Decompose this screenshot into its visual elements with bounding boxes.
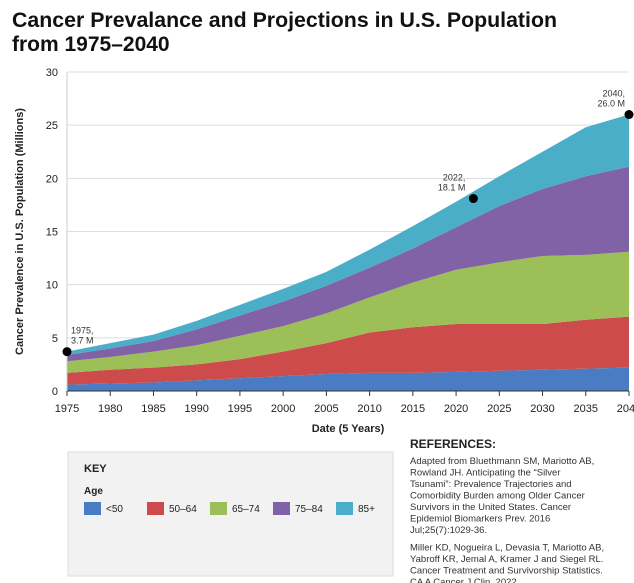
legend-swatch (273, 502, 290, 515)
reference-line: Rowland JH. Anticipating the “Silver (410, 468, 561, 479)
y-tick-label: 20 (46, 173, 58, 185)
annotation-label: 26.0 M (597, 99, 625, 109)
x-tick-label: 1995 (228, 403, 252, 415)
y-tick-label: 0 (52, 386, 58, 398)
y-tick-label: 30 (46, 67, 58, 79)
reference-line: Survivors in the United States. Cancer (410, 502, 571, 513)
annotation-point (468, 194, 478, 204)
area (67, 166, 629, 362)
x-axis-label: Date (5 Years) (312, 423, 385, 435)
reference-line: Adapted from Bluethmann SM, Mariotto AB, (410, 456, 594, 467)
annotation-point (62, 347, 72, 357)
x-tick-label: 1990 (184, 403, 208, 415)
x-tick-label: 2010 (357, 403, 381, 415)
legend-swatch (84, 502, 101, 515)
legend-swatch (336, 502, 353, 515)
reference-line: Comorbidity Burden among Older Cancer (410, 491, 585, 502)
x-tick-label: 2020 (444, 403, 468, 415)
annotation-label: 18.1 M (438, 183, 466, 193)
annotation-point (624, 110, 634, 120)
reference-line: Epidemiol Biomarkers Prev. 2016 (410, 514, 550, 525)
annotation-label: 1975, (71, 326, 94, 336)
reference-line: Tsunami”: Prevalence Trajectories and (410, 479, 572, 490)
area (67, 251, 629, 373)
x-tick-label: 2030 (530, 403, 554, 415)
reference-line: Yabroff KR, Jemal A, Kramer J and Siegel… (410, 554, 603, 565)
legend-swatch (147, 502, 164, 515)
legend-label: 75–84 (295, 504, 323, 515)
x-tick-label: 2025 (487, 403, 511, 415)
legend-label: 65–74 (232, 504, 260, 515)
y-tick-label: 25 (46, 120, 58, 132)
y-tick-label: 5 (52, 333, 58, 345)
y-axis-label: Cancer Prevalence in U.S. Population (Mi… (14, 108, 26, 355)
legend-label: <50 (106, 504, 123, 515)
annotation-label: 2022, (443, 173, 466, 183)
reference-line: Miller KD, Nogueira L, Devasia T, Mariot… (410, 543, 604, 554)
x-tick-label: 2000 (271, 403, 295, 415)
y-tick-label: 15 (46, 227, 58, 239)
area (67, 114, 629, 355)
annotation-label: 2040, (602, 89, 625, 99)
x-tick-label: 2035 (574, 403, 598, 415)
chart-title: Cancer Prevalance and Projections in U.S… (12, 9, 557, 32)
legend-swatch (210, 502, 227, 515)
references-title: REFERENCES: (410, 437, 496, 451)
annotation-label: 3.7 M (71, 336, 94, 346)
x-tick-label: 2005 (314, 403, 338, 415)
x-tick-label: 1975 (55, 403, 79, 415)
legend-label: 85+ (358, 504, 375, 515)
reference-line: Cancer Treatment and Survivorship Statis… (410, 566, 603, 577)
area (67, 316, 629, 385)
legend-label: 50–64 (169, 504, 197, 515)
legend-subtitle: Age (84, 486, 103, 497)
chart-title: from 1975–2040 (12, 33, 170, 56)
reference-line: Jul;25(7):1029-36. (410, 525, 487, 536)
y-tick-label: 10 (46, 280, 58, 292)
area (67, 367, 629, 391)
legend-title: KEY (84, 463, 107, 475)
x-tick-label: 2015 (401, 403, 425, 415)
x-tick-label: 2040 (617, 403, 634, 415)
x-tick-label: 1985 (141, 403, 165, 415)
reference-line: CA A Cancer J Clin. 2022. (410, 577, 519, 583)
x-tick-label: 1980 (98, 403, 122, 415)
